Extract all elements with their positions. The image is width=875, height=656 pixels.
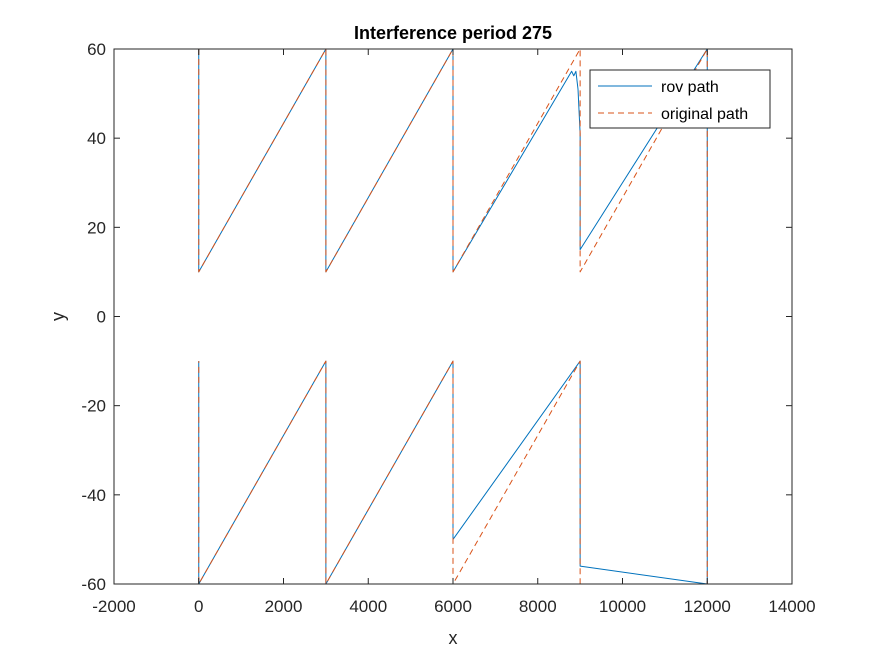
y-tick-label: -40: [81, 486, 106, 505]
x-tick-label: -2000: [92, 597, 135, 616]
x-tick-label: 0: [194, 597, 203, 616]
legend: rov path original path: [589, 69, 771, 129]
ticks-layer: -2000 0 2000 4000 6000 8000 10000 12000 14000 -60…: [81, 40, 815, 616]
y-tick-label: -60: [81, 575, 106, 594]
legend-label-original-path: original path: [661, 106, 748, 123]
chart-title: Interference period 275: [354, 23, 552, 43]
legend-label-rov-path: rov path: [661, 79, 719, 96]
y-tick-label: 0: [97, 308, 106, 327]
series-layer: [198, 48, 708, 585]
y-tick-label: 40: [87, 129, 106, 148]
x-tick-label: 8000: [519, 597, 557, 616]
x-axis-label: x: [449, 628, 458, 648]
x-tick-label: 12000: [684, 597, 731, 616]
legend-box: [589, 69, 771, 129]
x-tick-label: 10000: [599, 597, 646, 616]
y-axis-label: y: [48, 312, 68, 321]
x-tick-label: 6000: [434, 597, 472, 616]
y-tick-label: 20: [87, 218, 106, 237]
y-tick-label: 60: [87, 40, 106, 59]
x-tick-label: 2000: [265, 597, 303, 616]
y-tick-label: -20: [81, 397, 106, 416]
series-line-original-path: [198, 48, 708, 585]
x-tick-label: 4000: [349, 597, 387, 616]
x-tick-label: 14000: [768, 597, 815, 616]
